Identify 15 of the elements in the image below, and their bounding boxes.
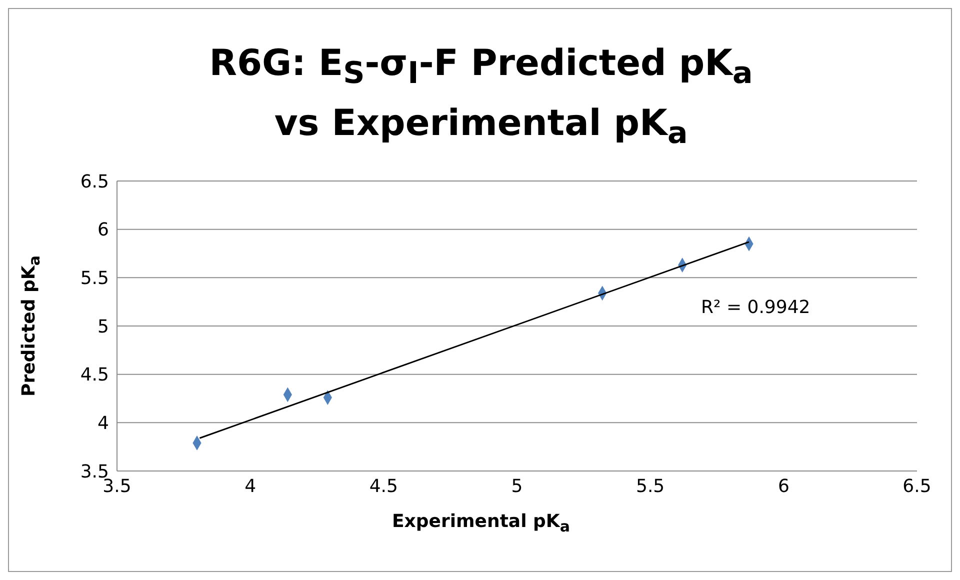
- y-tick-label: 4: [98, 413, 109, 434]
- y-tick-label: 4.5: [80, 364, 109, 386]
- y-tick-label: 5.5: [80, 268, 109, 290]
- chart-title: R6G: E$_{S}$-σ$_{I}$-F Predicted pK$_{a}$ vs Experimental pK$_{a}$: [209, 43, 753, 152]
- x-tick-label: 4: [244, 476, 256, 497]
- annotation: R² = 0.9942: [701, 297, 810, 318]
- x-tick-label: 4.5: [369, 476, 398, 497]
- x-tick-label: 6.5: [902, 476, 932, 497]
- y-tick-label: 5: [98, 316, 109, 338]
- y-tick-label: 6: [98, 220, 109, 241]
- x-tick-label: 5.5: [636, 476, 665, 497]
- x-axis-title: Experimental pK$_{a}$: [392, 511, 570, 536]
- x-tick-label: 5: [511, 476, 523, 497]
- x-tick-label: 6: [778, 476, 790, 497]
- y-tick-label: 6.5: [80, 171, 109, 192]
